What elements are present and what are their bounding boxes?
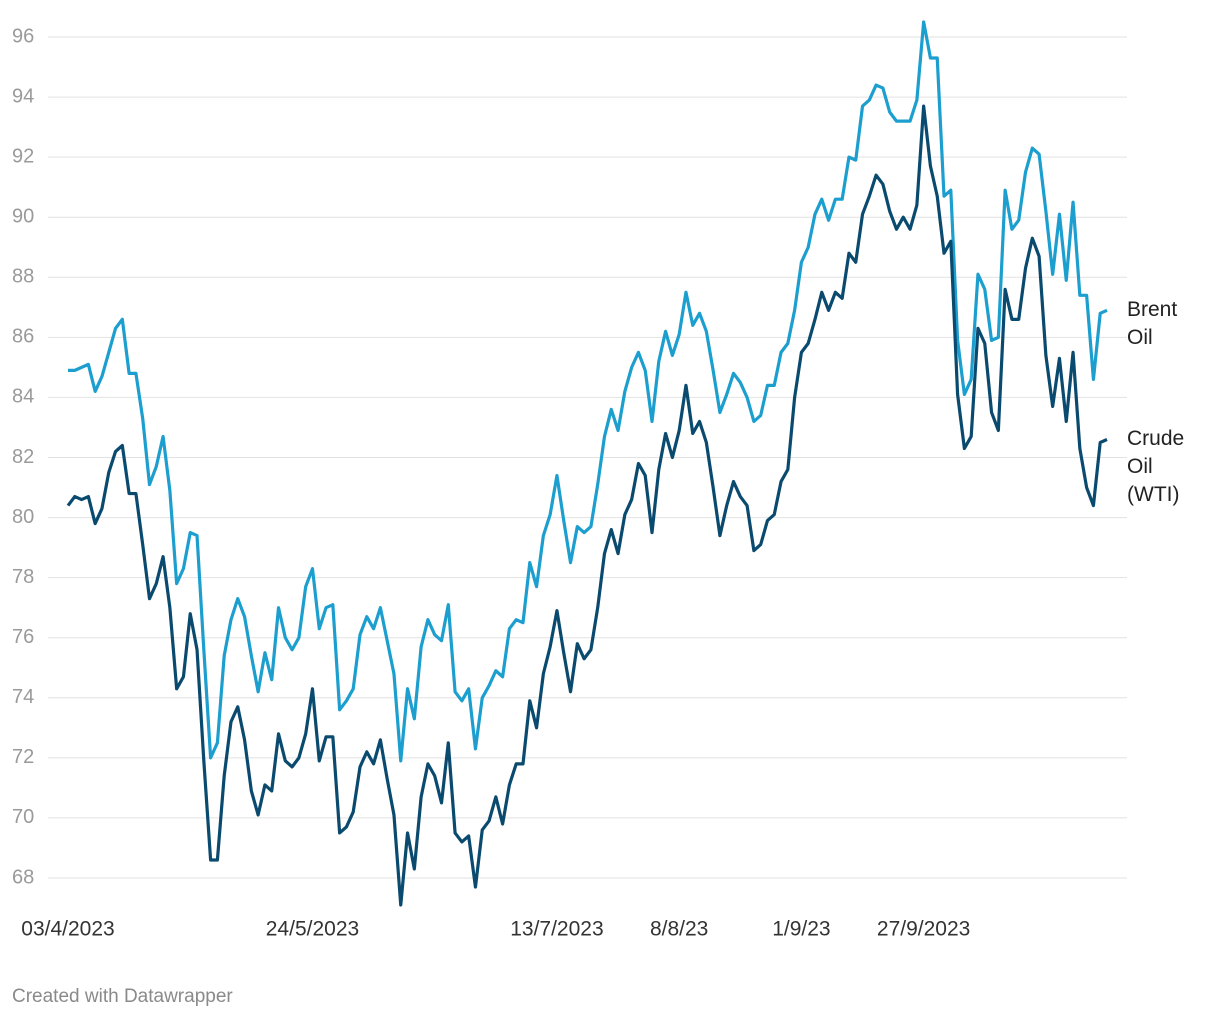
y-tick-label: 74 [12, 686, 34, 708]
x-tick-label: 13/7/2023 [510, 918, 603, 941]
y-tick-label: 80 [12, 506, 34, 528]
y-tick-label: 72 [12, 746, 34, 768]
y-tick-label: 82 [12, 446, 34, 468]
y-tick-label: 86 [12, 326, 34, 348]
y-tick-label: 70 [12, 806, 34, 828]
series-line [68, 20, 1108, 763]
x-tick-label: 1/9/23 [772, 918, 830, 941]
series-label: Brent Oil [1127, 298, 1178, 350]
y-tick-label: 94 [12, 85, 34, 107]
x-tick-label: 24/5/2023 [266, 918, 359, 941]
y-tick-label: 90 [12, 205, 34, 227]
y-tick-label: 68 [12, 866, 34, 888]
series-label: Crude Oil (WTI) [1127, 427, 1185, 507]
y-tick-label: 92 [12, 145, 34, 167]
y-tick-label: 84 [12, 386, 34, 408]
credit: Created with Datawrapper [12, 986, 233, 1007]
x-tick-label: 03/4/2023 [21, 918, 114, 941]
y-tick-label: 96 [12, 25, 34, 47]
y-tick-label: 76 [12, 626, 34, 648]
y-tick-label: 88 [12, 266, 34, 288]
y-tick-label: 78 [12, 566, 34, 588]
series-line [66, 104, 1108, 907]
x-tick-label: 27/9/2023 [877, 918, 970, 941]
x-tick-label: 8/8/23 [650, 918, 708, 941]
